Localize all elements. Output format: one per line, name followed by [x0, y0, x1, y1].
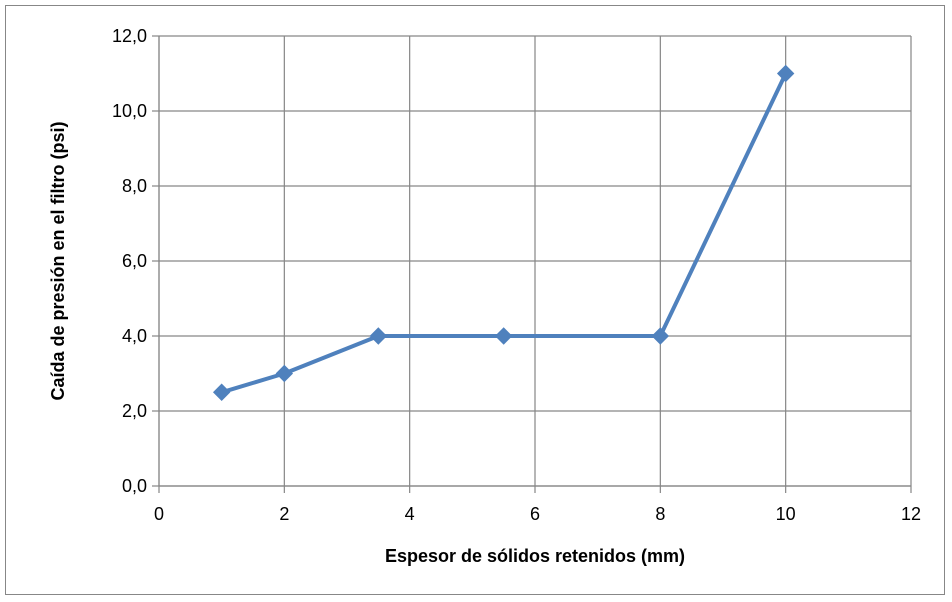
y-tick-label: 10,0 [112, 101, 147, 121]
x-tick-label: 4 [405, 504, 415, 524]
data-point-marker [494, 327, 513, 345]
data-point-marker [369, 327, 388, 345]
data-point-marker [212, 383, 231, 401]
x-tick-label: 12 [901, 504, 921, 524]
x-axis-title: Espesor de sólidos retenidos (mm) [385, 546, 685, 566]
x-tick-label: 6 [530, 504, 540, 524]
x-axis-ticks: 0 2 4 6 8 10 12 [154, 504, 921, 524]
chart-area: 0 2 4 6 8 10 12 0,0 2,0 4,0 6,0 8,0 10,0 12,0 Espeso… [5, 5, 945, 595]
y-tick-label: 2,0 [122, 401, 147, 421]
y-tick-label: 12,0 [112, 26, 147, 46]
y-tick-label: 4,0 [122, 326, 147, 346]
data-point-marker [776, 64, 795, 83]
x-tick-label: 10 [776, 504, 796, 524]
y-tick-label: 6,0 [122, 251, 147, 271]
gridlines [158, 35, 912, 487]
y-tick-label: 0,0 [122, 476, 147, 496]
axes [152, 35, 912, 493]
series [212, 64, 795, 401]
line-chart: 0 2 4 6 8 10 12 0,0 2,0 4,0 6,0 8,0 10,0 12,0 Espeso… [48, 26, 921, 566]
y-axis-ticks: 0,0 2,0 4,0 6,0 8,0 10,0 12,0 [112, 26, 147, 496]
data-point-marker [275, 364, 294, 383]
x-tick-label: 8 [655, 504, 665, 524]
data-point-marker [651, 327, 670, 345]
series-line [221, 72, 788, 395]
x-tick-label: 2 [279, 504, 289, 524]
y-tick-label: 8,0 [122, 176, 147, 196]
y-axis-title: Caída de presión en el filtro (psi) [48, 121, 68, 400]
x-tick-label: 0 [154, 504, 164, 524]
